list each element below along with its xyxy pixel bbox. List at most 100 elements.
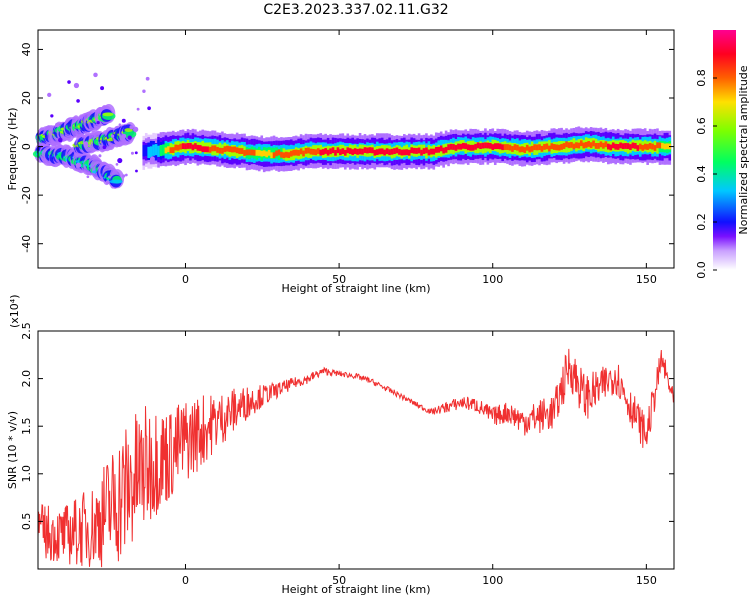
heatmap-cell bbox=[434, 146, 438, 153]
heatmap-cell bbox=[587, 141, 590, 147]
heatmap-cell bbox=[619, 142, 622, 149]
heatmap-cell bbox=[616, 144, 620, 150]
heatmap-cell bbox=[535, 144, 539, 151]
heatmap-dot bbox=[146, 138, 150, 142]
heatmap-cell bbox=[525, 144, 529, 151]
y-tick-label: 1.0 bbox=[20, 465, 33, 483]
snr-x-ticks: 0 50 100 150 bbox=[182, 331, 657, 587]
heatmap-cell bbox=[208, 146, 212, 153]
y-tick-label: -20 bbox=[20, 186, 33, 204]
heatmap-dot bbox=[54, 122, 60, 128]
heatmap-cell bbox=[385, 148, 389, 155]
heatmap-cell bbox=[493, 143, 497, 150]
heatmap-cell bbox=[238, 148, 241, 154]
heatmap-cell bbox=[410, 147, 413, 154]
heatmap-blob bbox=[109, 179, 123, 184]
heatmap-cell bbox=[491, 144, 495, 150]
heatmap-cell bbox=[572, 143, 576, 150]
heatmap-cell bbox=[643, 143, 647, 150]
heatmap-cell bbox=[184, 143, 187, 150]
heatmap-cell bbox=[567, 142, 571, 149]
heatmap-cell bbox=[658, 142, 662, 149]
heatmap-dot bbox=[125, 173, 128, 177]
heatmap-cell bbox=[621, 143, 625, 150]
heatmap-cell bbox=[449, 143, 453, 150]
heatmap-dot bbox=[66, 147, 70, 151]
heatmap-cell bbox=[174, 144, 178, 151]
heatmap-dot bbox=[136, 107, 140, 111]
heatmap-cell bbox=[422, 148, 426, 155]
heatmap-cell bbox=[486, 142, 490, 149]
heatmap-dot bbox=[105, 180, 110, 185]
heatmap-cell bbox=[233, 146, 237, 153]
heatmap-cell bbox=[218, 147, 222, 154]
heatmap-cell bbox=[417, 147, 421, 154]
heatmap-dot bbox=[96, 120, 100, 125]
heatmap-cell bbox=[142, 145, 146, 157]
heatmap-cell bbox=[324, 148, 327, 154]
heatmap-cell bbox=[189, 142, 192, 149]
heatmap-cell bbox=[552, 144, 556, 150]
heatmap-cell bbox=[457, 143, 460, 150]
heatmap-cell bbox=[243, 150, 246, 156]
heatmap-cell bbox=[351, 149, 354, 156]
heatmap-cell bbox=[167, 146, 170, 153]
heatmap-cell bbox=[304, 147, 308, 154]
heatmap-cell bbox=[469, 144, 472, 151]
heatmap-cell bbox=[516, 144, 519, 151]
heatmap-dot bbox=[110, 134, 115, 138]
heatmap-cell bbox=[348, 148, 352, 154]
heatmap-cell bbox=[430, 148, 433, 155]
heatmap-cell bbox=[550, 143, 554, 150]
heatmap-cell bbox=[508, 144, 512, 151]
heatmap-dot bbox=[127, 135, 132, 140]
heatmap-cell bbox=[383, 149, 386, 156]
heatmap-cell bbox=[589, 142, 593, 149]
heatmap-dot bbox=[75, 162, 82, 168]
heatmap-cell bbox=[344, 149, 347, 156]
heatmap-cell bbox=[518, 146, 522, 153]
chart-title: C2E3.2023.337.02.11.G32 bbox=[263, 2, 448, 18]
heatmap-cell bbox=[196, 144, 200, 151]
heatmap-cell bbox=[191, 144, 195, 151]
heatmap-cell bbox=[489, 142, 492, 149]
heatmap-cell bbox=[171, 147, 175, 154]
heatmap-cell bbox=[211, 145, 214, 152]
heatmap-cell bbox=[144, 144, 148, 156]
heatmap-cell bbox=[548, 145, 551, 152]
heatmap-cell bbox=[334, 149, 337, 156]
x-tick-label: 0 bbox=[182, 574, 189, 587]
heatmap-dot bbox=[117, 157, 123, 164]
heatmap-cell bbox=[523, 147, 527, 153]
heatmap-dot bbox=[108, 175, 111, 179]
heatmap-cell bbox=[484, 142, 487, 149]
heatmap-dot bbox=[150, 156, 155, 162]
colorbar-gradient bbox=[713, 30, 736, 270]
heatmap-cell bbox=[267, 149, 271, 156]
heatmap-cell bbox=[631, 142, 635, 149]
heatmap-cell bbox=[373, 149, 377, 156]
heatmap-dot bbox=[102, 145, 107, 150]
heatmap-cell bbox=[565, 141, 568, 148]
heatmap-cell bbox=[533, 144, 536, 151]
heatmap-cell bbox=[405, 149, 409, 156]
heatmap-cell bbox=[575, 142, 578, 149]
x-tick-label: 0 bbox=[182, 273, 189, 286]
heatmap-dot bbox=[86, 175, 90, 179]
heatmap-cell bbox=[496, 143, 500, 150]
heatmap-dot bbox=[129, 125, 134, 130]
heatmap-cell bbox=[437, 146, 441, 153]
heatmap-cell bbox=[201, 146, 205, 153]
spectrogram-y-ticks: -40 -20 0 20 40 bbox=[20, 42, 674, 253]
heatmap-cell bbox=[302, 150, 305, 157]
heatmap-cell bbox=[656, 142, 659, 149]
heatmap-cell bbox=[592, 140, 595, 147]
heatmap-cell bbox=[159, 144, 163, 157]
heatmap-cell bbox=[228, 146, 232, 153]
colorbar-tick-label: 0.4 bbox=[695, 165, 708, 183]
spectrogram-panel: 0 50 100 150 -40 -20 0 20 40 Height of straight… bbox=[6, 29, 675, 295]
heatmap-cell bbox=[407, 149, 411, 156]
heatmap-cell bbox=[282, 152, 286, 159]
heatmap-cell bbox=[540, 145, 544, 152]
y-tick-label: 0 bbox=[20, 143, 33, 150]
